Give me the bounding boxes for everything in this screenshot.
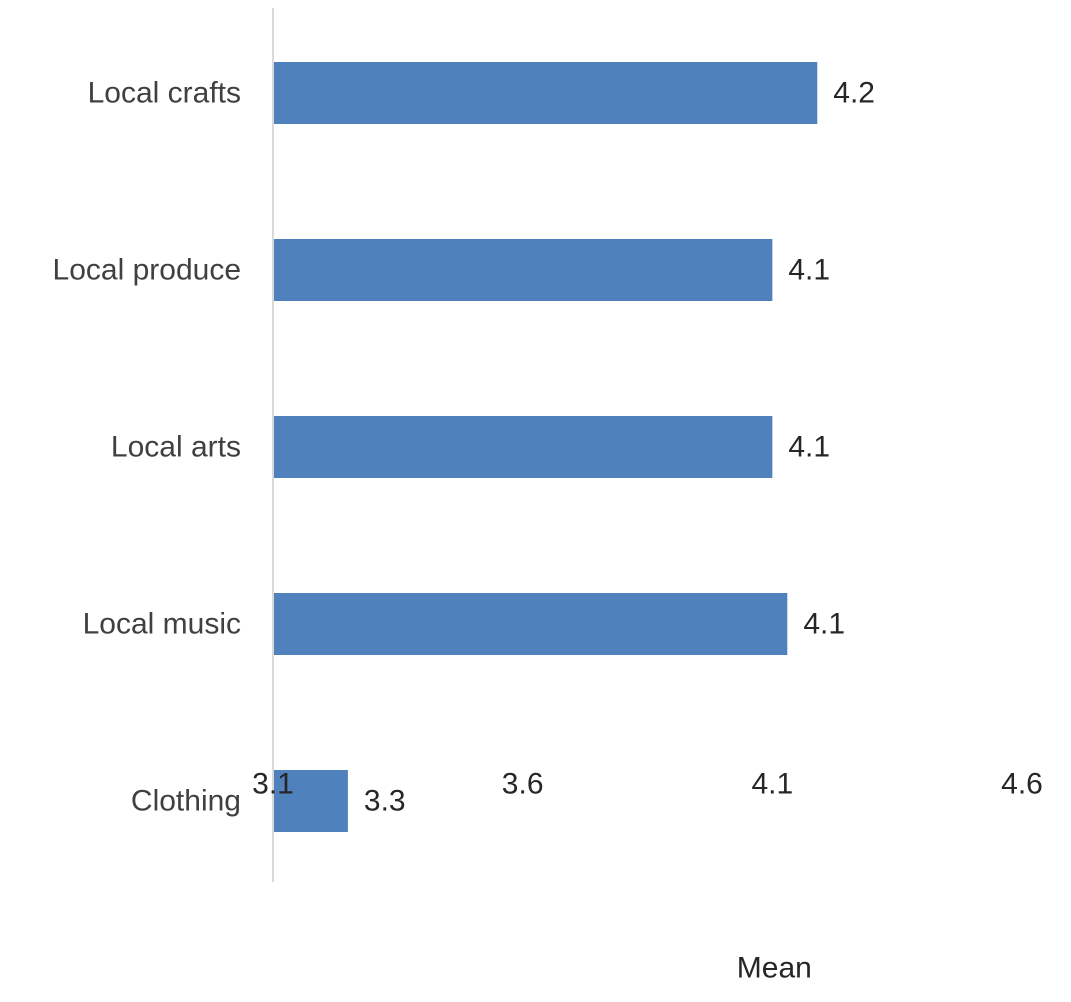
bar xyxy=(273,593,788,655)
data-label: 4.2 xyxy=(833,77,875,110)
data-label: 4.1 xyxy=(803,608,845,641)
category-labels: Local crafts Local produce Local arts Local… xyxy=(53,77,241,818)
x-tick-labels: 3.1 3.6 4.1 4.6 xyxy=(252,768,1043,801)
category-label: Local arts xyxy=(111,431,241,464)
x-tick-label: 4.1 xyxy=(751,768,793,801)
data-label: 4.1 xyxy=(788,431,830,464)
data-label: 4.1 xyxy=(788,254,830,287)
x-tick-label: 4.6 xyxy=(1001,768,1043,801)
x-tick-label: 3.1 xyxy=(252,768,294,801)
category-label: Local music xyxy=(83,608,241,641)
data-label: 3.3 xyxy=(364,785,406,818)
x-axis-title: Mean xyxy=(737,952,812,985)
x-tick-label: 3.6 xyxy=(502,768,544,801)
bar xyxy=(273,416,773,478)
bar xyxy=(273,239,773,301)
bar xyxy=(273,770,348,832)
bar xyxy=(273,62,818,124)
data-labels: 4.2 4.1 4.1 4.1 3.3 xyxy=(364,77,875,818)
bars-group xyxy=(273,62,818,832)
category-label: Clothing xyxy=(131,785,241,818)
category-label: Local produce xyxy=(53,254,241,287)
category-label: Local crafts xyxy=(88,77,241,110)
